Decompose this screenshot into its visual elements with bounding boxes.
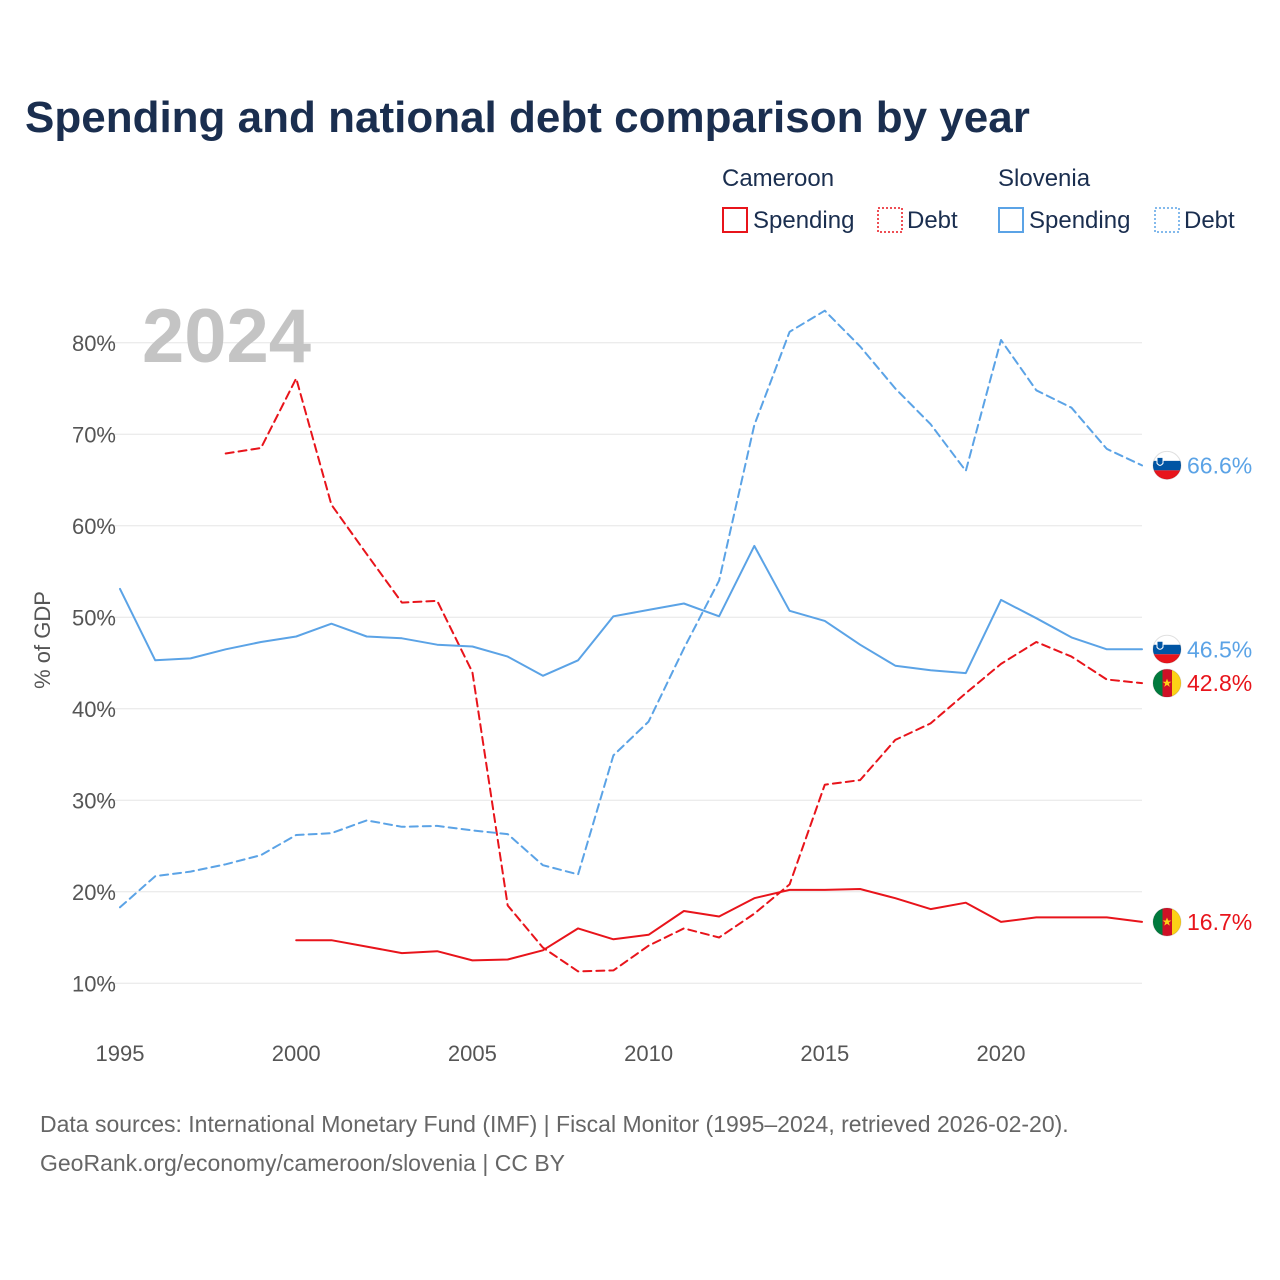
- legend-swatch-cameroon-spending[interactable]: [722, 207, 748, 233]
- y-tick-label: 40%: [72, 697, 116, 722]
- end-value-slovenia-spending: 46.5%: [1187, 636, 1252, 662]
- series-line-cameroon-debt[interactable]: [224, 377, 1143, 973]
- series-line-slovenia-debt[interactable]: [119, 309, 1143, 909]
- series-line-slovenia-spending[interactable]: [119, 544, 1143, 677]
- legend-label-slovenia-debt[interactable]: Debt: [1184, 207, 1235, 234]
- cameroon-flag-icon: [1152, 668, 1182, 698]
- x-tick-label: 1995: [96, 1041, 145, 1066]
- y-tick-label: 30%: [72, 788, 116, 813]
- series-end-markers: 16.7% 42.8% 46.5% 66.6%: [1152, 450, 1252, 937]
- legend-group-cameroon: Cameroon: [722, 165, 834, 192]
- x-tick-label: 2005: [448, 1041, 497, 1066]
- y-axis-ticks: 10% 20% 30% 40% 50% 60% 70% 80%: [72, 331, 116, 997]
- legend-label-cameroon-spending[interactable]: Spending: [753, 207, 854, 234]
- y-tick-label: 70%: [72, 422, 116, 447]
- y-tick-label: 80%: [72, 331, 116, 356]
- year-watermark: 2024: [142, 294, 311, 379]
- legend-swatch-cameroon-debt[interactable]: [877, 207, 903, 233]
- legend-label-slovenia-spending[interactable]: Spending: [1029, 207, 1130, 234]
- cameroon-flag-icon: [1152, 907, 1182, 937]
- x-axis-ticks: 1995 2000 2005 2010 2015 2020: [96, 1041, 1026, 1066]
- legend-label-cameroon-debt[interactable]: Debt: [907, 207, 958, 234]
- legend-group-slovenia: Slovenia: [998, 165, 1091, 192]
- legend: Cameroon Slovenia Spending Debt Spending…: [722, 165, 1235, 234]
- y-axis-title: % of GDP: [30, 591, 55, 689]
- gridlines: [97, 342, 1142, 984]
- x-tick-label: 2000: [272, 1041, 321, 1066]
- x-tick-label: 2020: [977, 1041, 1026, 1066]
- x-tick-label: 2010: [624, 1041, 673, 1066]
- y-tick-label: 50%: [72, 605, 116, 630]
- series-line-cameroon-spending[interactable]: [295, 888, 1143, 962]
- series-lines: [119, 309, 1143, 973]
- x-tick-label: 2015: [800, 1041, 849, 1066]
- y-tick-label: 20%: [72, 880, 116, 905]
- end-value-slovenia-debt: 66.6%: [1187, 452, 1252, 478]
- slovenia-flag-icon: [1152, 634, 1182, 664]
- end-value-cameroon-spending: 16.7%: [1187, 909, 1252, 935]
- footer-sources: Data sources: International Monetary Fun…: [40, 1111, 1069, 1137]
- legend-swatch-slovenia-spending[interactable]: [998, 207, 1024, 233]
- legend-swatch-slovenia-debt[interactable]: [1154, 207, 1180, 233]
- end-value-cameroon-debt: 42.8%: [1187, 670, 1252, 696]
- y-tick-label: 10%: [72, 971, 116, 996]
- y-tick-label: 60%: [72, 514, 116, 539]
- chart-title: Spending and national debt comparison by…: [25, 93, 1030, 142]
- slovenia-flag-icon: [1152, 450, 1182, 480]
- footer-credit: GeoRank.org/economy/cameroon/slovenia | …: [40, 1150, 565, 1176]
